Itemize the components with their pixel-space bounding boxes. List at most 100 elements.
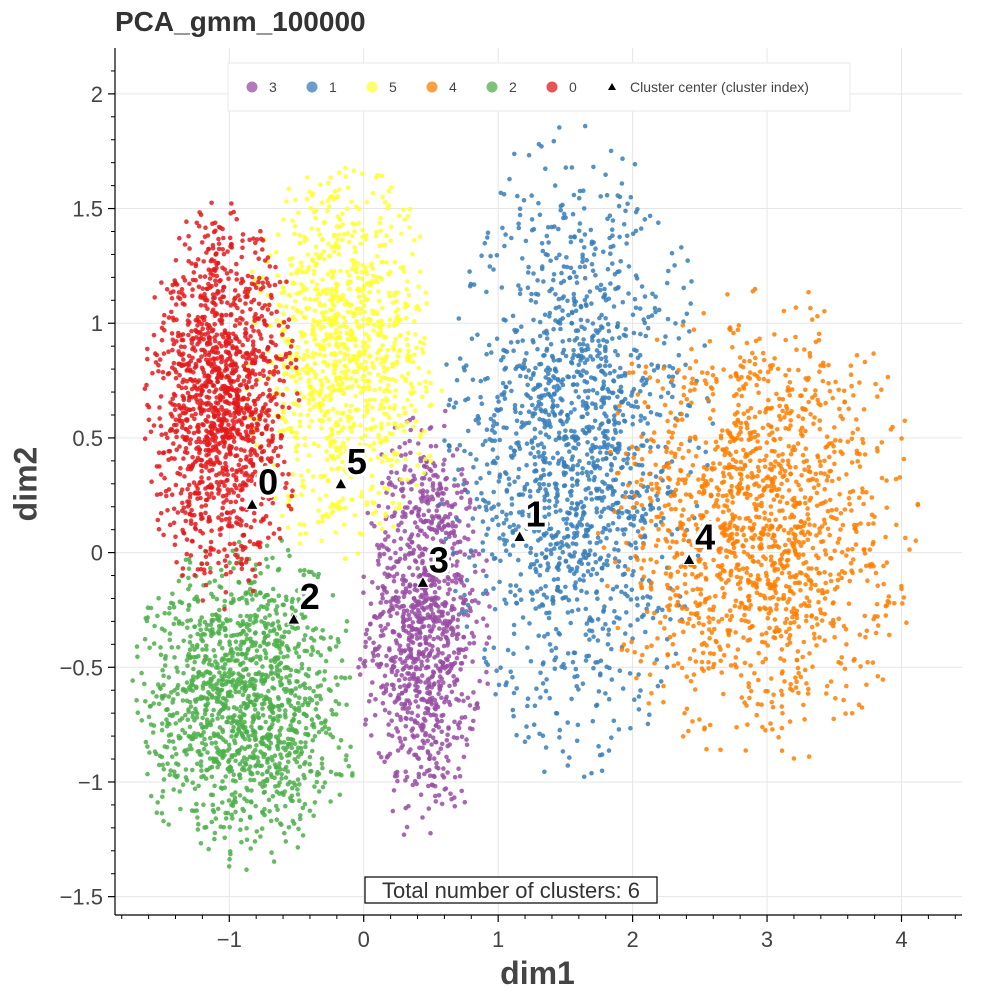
data-point [448, 530, 454, 535]
data-point [419, 651, 425, 657]
data-point [871, 521, 876, 526]
data-point [543, 688, 549, 694]
data-point [541, 472, 547, 478]
data-point [535, 278, 540, 283]
data-point [342, 375, 348, 381]
data-point [504, 487, 510, 493]
data-point [691, 327, 697, 333]
data-point [861, 501, 866, 507]
data-point [606, 748, 612, 753]
data-point [699, 484, 705, 489]
data-point [565, 416, 571, 421]
data-point [309, 193, 315, 198]
data-point [306, 380, 312, 385]
data-point [337, 324, 343, 329]
data-point [631, 569, 636, 574]
data-point [599, 768, 605, 774]
data-point [664, 449, 669, 455]
data-point [438, 555, 443, 561]
data-point [352, 229, 357, 234]
data-point [395, 748, 401, 753]
data-point [647, 672, 653, 677]
data-point [492, 413, 497, 418]
data-point [431, 623, 437, 629]
data-point [363, 717, 369, 722]
data-point [358, 390, 364, 395]
data-point [339, 428, 345, 433]
data-point [586, 561, 591, 567]
data-point [316, 443, 321, 449]
data-point [394, 470, 400, 476]
data-point [450, 503, 455, 508]
data-point [457, 356, 463, 361]
data-point [824, 434, 830, 440]
data-point [409, 540, 415, 545]
data-point [555, 319, 561, 325]
data-point [844, 683, 849, 689]
data-point [406, 705, 412, 711]
data-point [623, 490, 628, 495]
data-point [299, 334, 305, 340]
data-point [565, 510, 570, 515]
data-point [594, 506, 599, 511]
data-point [601, 401, 606, 406]
data-point [450, 453, 456, 458]
data-point [599, 421, 605, 426]
data-point [386, 475, 391, 481]
data-point [591, 252, 597, 257]
data-point [338, 350, 343, 355]
data-point [467, 269, 472, 274]
data-point [426, 508, 432, 514]
data-point [537, 333, 543, 339]
data-point [690, 587, 696, 593]
data-point [403, 778, 408, 783]
data-point [290, 429, 295, 435]
data-point [696, 477, 701, 482]
data-point [576, 362, 582, 368]
data-point [535, 346, 540, 352]
data-point [668, 574, 673, 579]
data-point [810, 664, 815, 669]
data-point [828, 679, 834, 684]
data-point [397, 643, 403, 649]
data-point [595, 353, 600, 359]
data-point [666, 440, 671, 445]
data-point [543, 166, 548, 171]
data-point [792, 620, 797, 625]
data-point [526, 368, 531, 373]
data-point [313, 287, 318, 292]
data-point [798, 487, 804, 492]
data-point [356, 665, 361, 670]
data-point [606, 696, 612, 702]
data-point [402, 441, 408, 446]
data-point [689, 494, 694, 500]
data-point [634, 675, 639, 681]
data-point [359, 269, 365, 275]
data-point [639, 456, 645, 462]
data-point [424, 301, 430, 306]
data-point [684, 706, 690, 712]
data-point [574, 738, 580, 744]
data-point [506, 476, 512, 482]
data-point [434, 760, 439, 766]
data-point [608, 148, 614, 154]
data-point [629, 489, 634, 495]
data-point [690, 719, 695, 724]
data-point [391, 344, 396, 349]
data-point [531, 722, 537, 727]
data-point [575, 722, 581, 728]
data-point [436, 487, 441, 492]
data-point [411, 473, 417, 479]
data-point [739, 476, 744, 482]
data-point [411, 660, 416, 665]
data-point [572, 550, 577, 555]
data-point [660, 607, 665, 613]
data-point [420, 616, 426, 621]
data-point [788, 471, 793, 477]
data-point [323, 493, 329, 499]
data-point [413, 627, 419, 632]
data-point [336, 251, 342, 257]
data-point [483, 588, 489, 593]
data-point [682, 710, 687, 716]
data-point [762, 516, 768, 521]
